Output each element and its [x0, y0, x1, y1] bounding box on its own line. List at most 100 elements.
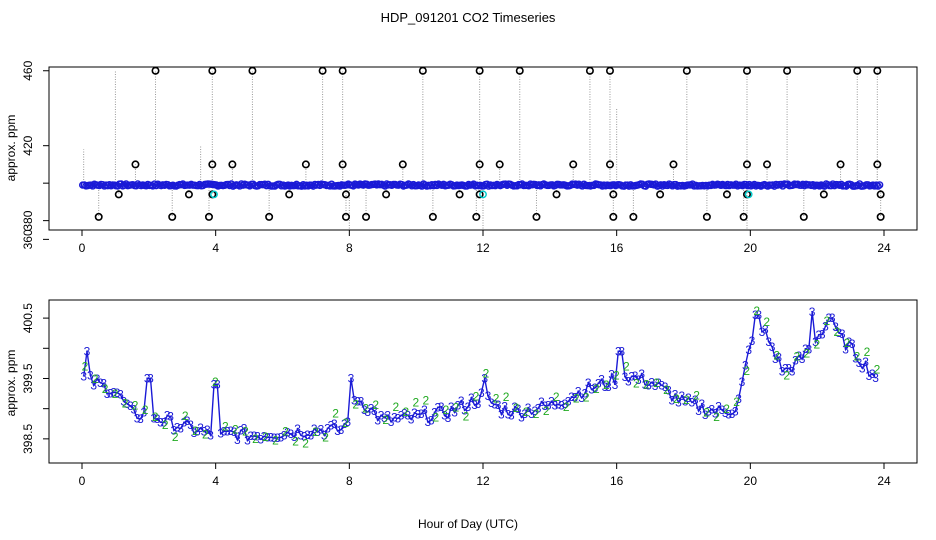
- series-2-point: 2: [763, 315, 770, 329]
- series-3-point: 3: [358, 394, 365, 408]
- series-3-point: 3: [722, 406, 729, 420]
- series-2-point: 2: [623, 360, 630, 374]
- series-3-point: 3: [618, 344, 625, 358]
- series-2-point: 2: [844, 336, 851, 350]
- series-2-point: 2: [803, 347, 810, 361]
- series-3-point: 3: [602, 380, 609, 394]
- series-2-point: 2: [372, 398, 379, 412]
- series-3-point: 3: [361, 403, 368, 417]
- outlier-point: [472, 212, 481, 221]
- series-3-point: 3: [518, 410, 525, 424]
- series-3-point: 3: [578, 391, 585, 405]
- baseline-point: [657, 181, 665, 189]
- figure-title: HDP_091201 CO2 Timeseries: [381, 10, 556, 25]
- series-3-point: 3: [391, 411, 398, 425]
- outlier-point: [836, 160, 845, 169]
- baseline-point: [732, 180, 740, 188]
- outlier-point: [475, 160, 484, 169]
- baseline-point: [750, 180, 759, 189]
- series-3-point: 3: [555, 398, 562, 412]
- series-3-point: 3: [247, 429, 254, 443]
- baseline-point: [503, 181, 511, 189]
- outlier-point: [853, 66, 862, 75]
- series-3-point: 3: [705, 404, 712, 418]
- series-3-point: 3: [505, 408, 512, 422]
- x-tick-label: 20: [744, 474, 758, 488]
- series-2-point: 2: [503, 390, 510, 404]
- series-3-point: 3: [491, 398, 498, 412]
- series-2-point: 2: [332, 407, 339, 421]
- series-3-point: 3: [298, 428, 305, 442]
- outlier-point: [338, 160, 347, 169]
- series-2-point: 2: [473, 389, 480, 403]
- series-3-point: 3: [257, 432, 264, 446]
- outlier-point: [341, 212, 350, 221]
- baseline-point: [152, 181, 160, 190]
- outlier-point: [876, 190, 885, 199]
- series-3-point: 3: [127, 399, 134, 413]
- series-2-point: 2: [392, 400, 399, 414]
- series-2-point: 2: [202, 428, 209, 442]
- series-2-point: 2: [242, 424, 249, 438]
- series-3-point: 3: [177, 422, 184, 436]
- series-3-point: 3: [749, 334, 756, 348]
- outlier-point: [763, 160, 772, 169]
- series-3-point: 3: [174, 420, 181, 434]
- outlier-point: [629, 212, 638, 221]
- x-tick-label: 0: [79, 241, 86, 255]
- outlier-point: [702, 212, 711, 221]
- outlier-point: [455, 190, 464, 199]
- series-3-point: 3: [364, 405, 371, 419]
- series-3-point: 3: [100, 377, 107, 391]
- series-3-point: 3: [665, 384, 672, 398]
- series-3-point: 3: [441, 409, 448, 423]
- series-2-point: 2: [793, 350, 800, 364]
- bottom-data-points: 3333333333333333333333333333333333333333…: [80, 304, 880, 450]
- series-3-point: 3: [672, 387, 679, 401]
- series-3-point: 3: [585, 376, 592, 390]
- series-2-point: 2: [633, 376, 640, 390]
- series-3-point: 3: [414, 407, 421, 421]
- series-3-point: 3: [568, 390, 575, 404]
- series-3-point: 3: [207, 428, 214, 442]
- outlier-point: [669, 160, 678, 169]
- outlier-point: [742, 66, 751, 75]
- series-3-point: 3: [254, 430, 261, 444]
- series-3-point: 3: [204, 423, 211, 437]
- series-3-point: 3: [261, 429, 268, 443]
- series-3-point: 3: [732, 405, 739, 419]
- series-3-point: 3: [582, 387, 589, 401]
- x-tick-label: 16: [610, 241, 624, 255]
- series-3-point: 3: [471, 398, 478, 412]
- series-3-point: 3: [281, 429, 288, 443]
- series-3-point: 3: [465, 400, 472, 414]
- baseline-point: [738, 181, 747, 190]
- series-3-point: 3: [171, 423, 178, 437]
- series-3-point: 3: [822, 319, 829, 333]
- series-2-point: 2: [874, 363, 881, 377]
- x-tick-label: 8: [346, 474, 353, 488]
- series-2-point: 2: [753, 304, 760, 318]
- series-3-point: 3: [284, 426, 291, 440]
- series-3-point: 3: [394, 411, 401, 425]
- series-3-point: 3: [401, 406, 408, 420]
- flagged-point: [210, 190, 218, 199]
- series-2-point: 2: [773, 348, 780, 362]
- outlier-point: [338, 66, 347, 75]
- series-3-point: 3: [699, 397, 706, 411]
- bottom-series-line: [83, 312, 877, 443]
- series-2-point: 2: [693, 388, 700, 402]
- series-2-point: 2: [272, 434, 279, 448]
- series-3-point: 3: [301, 430, 308, 444]
- top-x-axis: 0 4 8 12 16 20 24: [79, 230, 891, 255]
- bottom-x-axis: 0 4 8 12 16 20 24: [79, 463, 891, 488]
- x-tick-label: 24: [877, 241, 891, 255]
- outlier-point: [552, 190, 561, 199]
- series-3-point: 3: [528, 407, 535, 421]
- series-3-point: 3: [642, 378, 649, 392]
- series-2-point: 2: [463, 409, 470, 423]
- series-3-point: 3: [538, 395, 545, 409]
- series-3-point: 3: [689, 396, 696, 410]
- series-3-point: 3: [161, 416, 168, 430]
